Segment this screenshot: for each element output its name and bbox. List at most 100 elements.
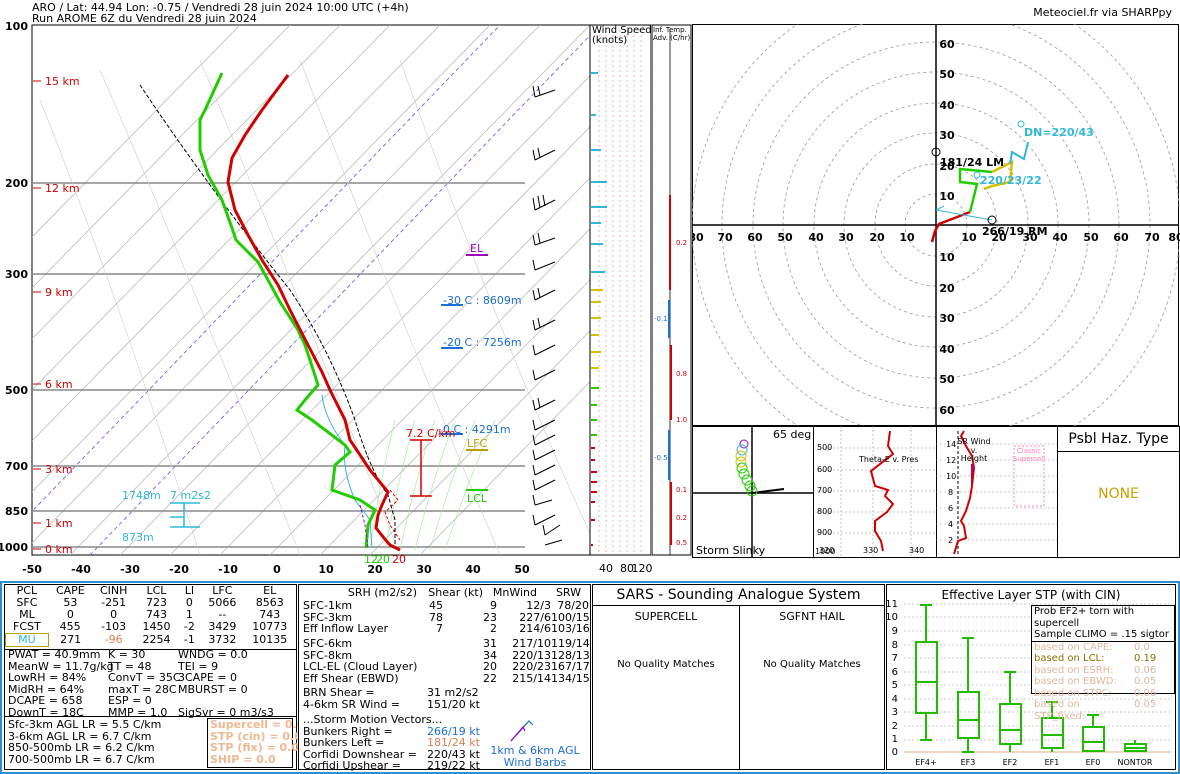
kin-label: BRN Shear = (303, 686, 375, 699)
theta-p-label: 500 (817, 443, 832, 452)
temp-axis: -50 -40 -30 -20 -10 0 10 20 30 40 50 (22, 563, 530, 576)
cell: -1 (183, 633, 195, 646)
misc-value: MeanW = 11.7g/kg (8, 659, 114, 673)
skewt-frame (31, 24, 591, 556)
temp-advection-title-line2: Adv. (C/hr) (653, 34, 690, 42)
misc-value: WNDG = 0.0 (178, 648, 248, 661)
temp-tick: 0 (273, 563, 281, 576)
kin-cell: 100/15 (551, 610, 590, 624)
theta-x-label: 320 (819, 546, 834, 555)
temp-tick: 20 (367, 563, 383, 576)
sars-supercell-title: SUPERCELL (634, 610, 698, 623)
cell: -103 (101, 620, 127, 634)
dn-marker (1017, 120, 1025, 128)
hodo-x-label: 20 (869, 231, 885, 244)
advection-label: 0.2 (676, 239, 687, 247)
stp-prob-label: based on LCL: (1034, 653, 1105, 664)
hodo-y-label: 60 (939, 404, 955, 417)
kin-cell: 220/13 (512, 648, 551, 662)
stats-frame (0, 581, 1180, 774)
motion-label: Corfidi Upshear = (303, 759, 401, 773)
stp-y-label: 2 (892, 721, 898, 732)
stp-x-label: EF3 (961, 758, 976, 767)
kin-cell: 215/14 (512, 671, 551, 685)
boxplot-nontor (1124, 740, 1147, 752)
stp-boxplots (915, 604, 1147, 753)
sfc-mid: 20 (376, 553, 390, 566)
misc-value: K = 30 (108, 648, 146, 661)
hodo-x-label: 80 (1168, 231, 1180, 244)
hodo-y-label: 40 (939, 99, 955, 112)
kinematics-table: SRH (m2/s2) Shear (kt) MnWind SRW (299, 587, 590, 599)
kin-cell: 2 (490, 622, 497, 636)
header-line-location: ARO / Lat: 44.94 Lon: -0.75 / Vendredi 2… (32, 1, 409, 14)
stp-y-label: 5 (892, 680, 898, 691)
hodograph-x-axis-labels: 80 70 60 50 40 30 20 10 10 20 30 40 50 6… (692, 231, 1180, 244)
storm-motion: ...Storm Motion Vectors... Bunkers Right… (303, 714, 480, 772)
hodo-x-label: 50 (1083, 231, 1099, 244)
stp-y-label: 7 (892, 653, 898, 664)
advection-label: -0.1 (654, 315, 668, 323)
kin-cell: 22 (483, 671, 497, 685)
hodo-trace-low (930, 210, 971, 243)
sfc-temp: 20 (392, 553, 406, 566)
kin-cell: 167/17 (551, 660, 590, 674)
sars-supercell-msg: No Quality Matches (617, 659, 715, 670)
thermo-panel: PCL CAPE CINH LCL LI LFC EL SFC 53 -251 723… (4, 584, 304, 770)
height-label: 15 km (45, 75, 80, 88)
cell: 5066 (208, 596, 237, 609)
motion-label: Bunkers Left = (303, 736, 385, 750)
cell: ML (19, 608, 35, 621)
stp-prob-label: based on ESRH: (1034, 664, 1114, 676)
cell: 0 (66, 608, 74, 621)
hodograph-annotations: DN=220/43 181/24 LM 220/23/22 266/19 RM (940, 126, 1094, 238)
misc-value: TT = 48 (108, 659, 152, 673)
theta-trace (869, 430, 895, 552)
stp-y-label: 11 (886, 600, 898, 610)
stp-y-label: 4 (892, 694, 898, 705)
cell: -251 (101, 596, 127, 609)
sars-panel: SARS - Sounding Analogue System SUPERCEL… (592, 584, 885, 770)
cell: 723 (145, 596, 167, 609)
header-credit: Meteociel.fr via SHARPpy (1033, 6, 1172, 19)
kin-cell: Eff Shear (EBWD) (303, 671, 399, 685)
stp-y-label: 3 (892, 707, 898, 718)
hodo-x-label: 40 (1052, 231, 1068, 244)
pressure-label: 1000 (0, 541, 28, 554)
motion-value: 181/24 kt (427, 736, 480, 750)
theta-x-label: 330 (863, 546, 878, 555)
kin-cell: SFC-3km (303, 610, 353, 624)
parcel-col: LI (184, 584, 195, 597)
sars-title: SARS - Sounding Analogue System (616, 587, 861, 603)
wind-barb-icon (510, 720, 534, 742)
moist-adiabats (369, 419, 496, 551)
sr-wind-panel: 14 12 10 8 6 4 2 SR Wind v. Height Class… (936, 426, 1058, 558)
pw-label-bottom: 873m (122, 531, 154, 544)
parcel-col: LFC (212, 584, 233, 597)
theta-e-panel: 500 600 700 800 900 1000 320 330 340 The… (813, 426, 937, 558)
cell: 743 (145, 608, 167, 621)
hodo-x-label: 70 (1144, 231, 1160, 244)
cell: 2254 (142, 633, 171, 646)
cell: 271 (60, 633, 82, 646)
wind-barbs (532, 85, 563, 546)
temp-advection-bars (668, 195, 672, 545)
theta-p-label: 1000 (815, 547, 835, 556)
hodo-y-label: 30 (939, 312, 955, 325)
cell: 0 (185, 596, 193, 609)
stp-prob-value: 0.05 (1134, 699, 1157, 710)
parcel-table: PCL CAPE CINH LCL LI LFC EL SFC 53 -251 723… (5, 585, 296, 647)
wind-speed-bars (591, 72, 607, 546)
cell: MU (5, 633, 49, 647)
hodo-x-label: 20 (991, 231, 1007, 244)
height-axis: 15 km 12 km 9 km 6 km 3 km 1 km 0 km (33, 75, 80, 556)
dry-adiabats (39, 59, 590, 555)
hodo-x-label: 40 (808, 231, 824, 244)
kin-cell: 7 (436, 622, 443, 636)
kin-cell: 34 (483, 648, 497, 662)
misc-value: SigSvr = 0 m3/s3 (178, 705, 274, 719)
parcel-col: PCL (16, 584, 38, 597)
hodo-x-label: 70 (717, 231, 733, 244)
hodo-x-label: 10 (961, 231, 977, 244)
theta-label: Theta-E v. Pres (858, 455, 919, 464)
